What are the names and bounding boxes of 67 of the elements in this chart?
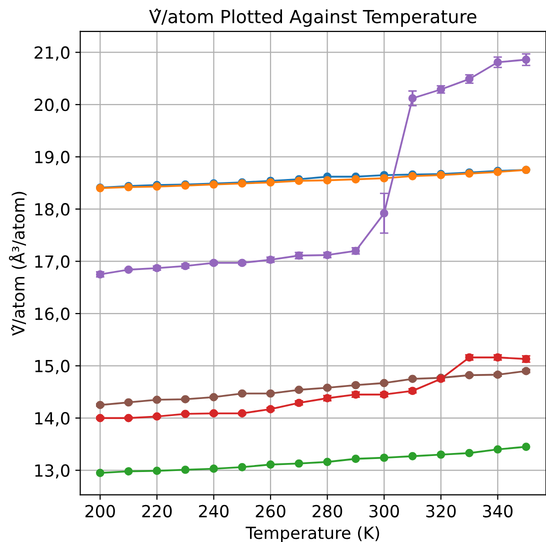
x-tick-label: 340	[483, 504, 513, 518]
point	[380, 174, 388, 182]
point	[494, 445, 502, 454]
point	[266, 405, 275, 414]
point	[408, 374, 417, 384]
x-tick-label: 320	[426, 504, 456, 518]
y-tick-label: 20,0	[34, 98, 70, 113]
x-axis-title: Temperature (K)	[246, 526, 380, 542]
point	[96, 468, 104, 478]
point	[522, 366, 530, 376]
point	[124, 414, 133, 422]
point	[210, 409, 218, 418]
point	[152, 396, 162, 404]
point	[436, 450, 446, 459]
point	[352, 175, 360, 184]
point	[238, 409, 246, 418]
y-tick-label: 19,0	[35, 150, 70, 166]
point	[96, 400, 104, 410]
y-axis-title: V̂/atom (Å³/atom)	[8, 192, 27, 336]
point	[294, 459, 304, 468]
point	[124, 467, 133, 476]
x-tick-label: 260	[256, 504, 286, 518]
point	[238, 462, 246, 472]
x-tick-label: 220	[142, 504, 172, 518]
point	[380, 378, 388, 388]
x-tick-label: 300	[369, 504, 399, 518]
point	[210, 258, 218, 268]
point	[522, 55, 530, 64]
point	[522, 442, 530, 451]
point	[266, 389, 275, 398]
x-tick-label: 240	[199, 504, 229, 518]
y-tick-label: 15,0	[35, 360, 70, 374]
x-tick-label: 200	[85, 504, 115, 518]
point	[465, 448, 474, 458]
y-tick-label: 21,0	[34, 46, 70, 61]
point	[266, 460, 275, 469]
chart-title: V̂/atom Plotted Against Temperature	[149, 8, 476, 27]
y-tick-label: 13,0	[35, 464, 70, 479]
point	[323, 384, 332, 392]
y-tick-label: 14,0	[35, 412, 70, 426]
point	[380, 209, 388, 218]
point	[494, 370, 502, 379]
point	[152, 466, 162, 475]
point	[152, 412, 162, 421]
point	[408, 452, 417, 460]
point	[352, 454, 360, 463]
point	[380, 454, 388, 462]
point	[210, 464, 218, 473]
point	[323, 176, 332, 184]
point	[181, 466, 190, 474]
y-tick-label: 18,0	[35, 203, 70, 218]
point	[352, 380, 360, 390]
point	[124, 266, 133, 274]
x-tick-label: 280	[312, 504, 342, 518]
y-tick-label: 16,0	[35, 308, 70, 322]
point	[181, 395, 190, 404]
point	[124, 398, 133, 407]
point	[408, 94, 417, 102]
point	[294, 386, 304, 394]
point	[238, 258, 246, 268]
point	[210, 392, 218, 402]
point	[96, 414, 104, 422]
point	[465, 371, 474, 380]
point	[238, 389, 246, 398]
y-tick-label: 17,0	[35, 255, 70, 270]
point	[181, 410, 190, 418]
point	[323, 458, 332, 466]
